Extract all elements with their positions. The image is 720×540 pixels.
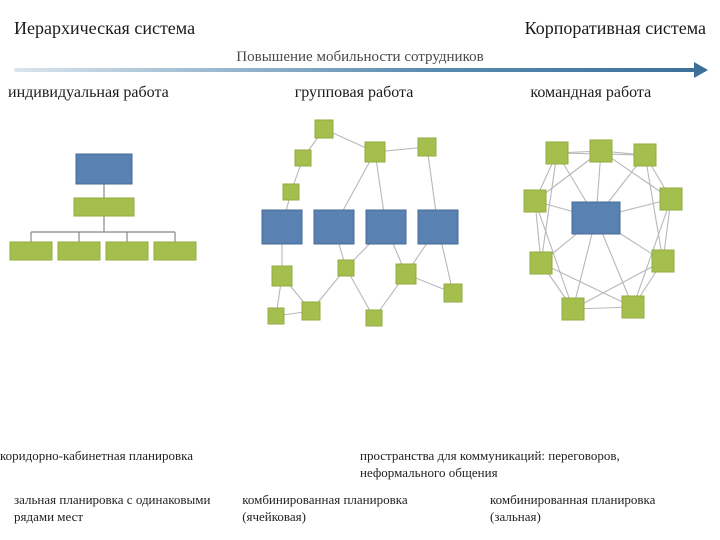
heading-left: Иерархическая система: [14, 18, 195, 39]
col-label-group: групповая работа: [240, 84, 468, 102]
col-label-individual: индивидуальная работа: [8, 84, 236, 102]
diagram-area: [0, 102, 720, 362]
network-diagram-svg: [0, 102, 720, 362]
caption-hall-rows: зальная планировка с одинаковыми рядами …: [14, 491, 220, 526]
caption-communication: пространства для коммуникаций: переговор…: [360, 447, 690, 482]
bottom-captions: коридорно-кабинетная планировка простран…: [0, 447, 720, 526]
heading-right: Корпоративная система: [525, 18, 706, 39]
caption-corridor: коридорно-кабинетная планировка: [0, 447, 210, 465]
caption-combined-hall: комбинированная планировка (зальная): [490, 491, 706, 526]
caption-combined-cell: комбинированная планировка (ячейковая): [242, 491, 468, 526]
col-label-team: командная работа: [472, 84, 700, 102]
mobility-arrow: Повышение мобильности сотрудников: [0, 43, 720, 74]
arrow-label: Повышение мобильности сотрудников: [14, 49, 706, 66]
